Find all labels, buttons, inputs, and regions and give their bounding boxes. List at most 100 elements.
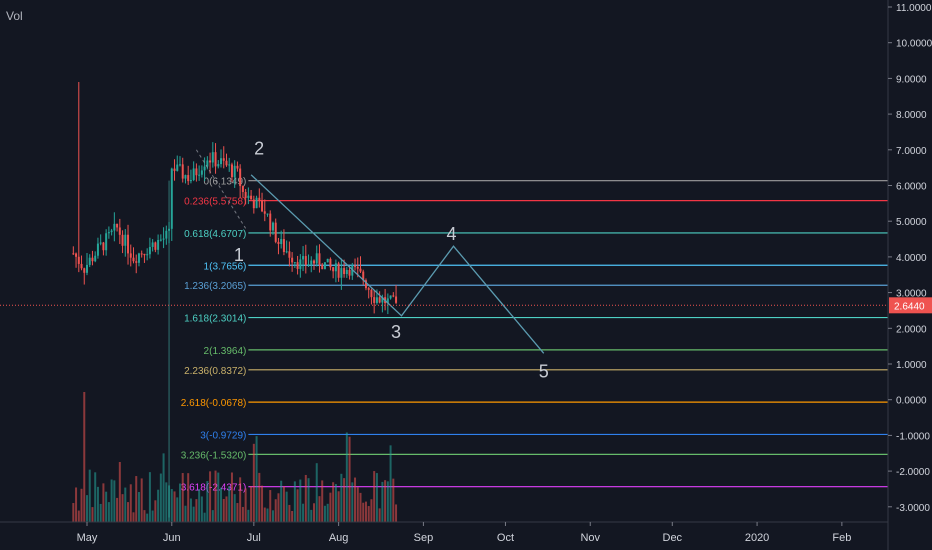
candle-body: [321, 264, 324, 270]
volume-bar: [315, 463, 318, 522]
fibonacci-extension[interactable]: 0(6.1349) 0.236(5.5758) 0.618(4.6707) 1(3.7…: [168, 177, 888, 518]
current-price-label: 2.6440: [894, 301, 925, 312]
elliott-wave-drawing[interactable]: 1 2 3 4 5: [195, 139, 549, 382]
candle-body: [148, 246, 151, 255]
y-tick-label: 6.0000: [896, 182, 927, 193]
candle-body: [72, 253, 75, 255]
candle-body: [88, 257, 91, 265]
candle-body: [198, 174, 201, 176]
candle-body: [375, 297, 378, 303]
volume-bar: [277, 493, 280, 522]
candle-body: [329, 258, 332, 268]
volume-bar: [222, 498, 225, 522]
volume-bar: [129, 484, 132, 522]
candle-body: [200, 170, 203, 175]
candle-body: [233, 165, 236, 178]
fib-level-label: 3.236(-1.5320): [181, 450, 247, 461]
candle-body: [364, 280, 367, 289]
volume-bar: [381, 481, 384, 522]
volume-bar: [220, 487, 223, 522]
wave-path: [250, 174, 545, 354]
volume-bar: [370, 499, 373, 522]
time-axis[interactable]: May Jun Jul Aug Sep Oct Nov Dec 2020 Feb: [0, 521, 888, 544]
volume-bar: [296, 489, 299, 522]
volume-bar: [332, 482, 335, 522]
wave-label-4: 4: [446, 224, 456, 244]
volume-bar: [395, 504, 398, 522]
candle-body: [348, 270, 351, 276]
volume-bar: [329, 492, 332, 522]
candle-body: [222, 158, 225, 161]
volume-bar: [313, 503, 316, 522]
candle-body: [118, 227, 121, 235]
volume-bar: [282, 486, 285, 522]
volume-bar: [148, 472, 151, 522]
volume-bar: [367, 506, 370, 522]
volume-bar: [386, 481, 389, 522]
candle-body: [299, 259, 302, 269]
fib-level-label: 2.236(0.8372): [184, 366, 246, 377]
volume-bar: [392, 478, 395, 522]
volume-bar: [263, 507, 266, 522]
candle-body: [187, 175, 190, 182]
volume-bar: [157, 489, 160, 522]
x-tick-label: Aug: [329, 532, 349, 544]
candle-body: [94, 255, 97, 262]
candle-body: [159, 239, 162, 241]
candle-body: [291, 257, 294, 263]
volume-bar: [378, 508, 381, 522]
y-tick-label: 8.0000: [896, 110, 927, 121]
candle-body: [113, 223, 116, 231]
volume-bar: [373, 471, 376, 522]
volume-bar: [184, 505, 187, 522]
candle-body: [132, 257, 135, 262]
volume-bar: [269, 490, 272, 522]
y-tick-label: 9.0000: [896, 74, 927, 85]
candle-body: [241, 186, 244, 192]
volume-bar: [340, 473, 343, 522]
x-tick-label: Dec: [663, 532, 683, 544]
volume-bar: [252, 443, 255, 522]
y-tick-label: 10.0000: [896, 39, 932, 50]
x-tick-label: Nov: [580, 532, 600, 544]
candle-body: [255, 197, 258, 209]
candle-body: [304, 256, 307, 265]
candle-body: [343, 268, 346, 275]
y-tick-label: -3.0000: [896, 503, 930, 514]
volume-bar: [255, 436, 258, 522]
candle-body: [370, 289, 373, 298]
candle-body: [110, 230, 113, 233]
volume-bar: [239, 477, 242, 522]
fib-level-label: 1(3.7656): [204, 261, 247, 272]
volume-bar: [83, 392, 86, 522]
volume-bar: [318, 496, 321, 522]
candle-body: [165, 230, 168, 239]
candle-body: [269, 213, 272, 231]
volume-bar: [173, 491, 176, 522]
x-tick-label: Sep: [414, 532, 434, 544]
candle-body: [395, 296, 398, 303]
volume-bar: [195, 499, 198, 522]
volume-bar: [159, 473, 162, 522]
fib-level-label: 0(6.1349): [204, 177, 247, 188]
volume-bar: [236, 503, 239, 522]
candle-body: [345, 270, 348, 275]
candle-body: [102, 242, 105, 251]
volume-indicator-label[interactable]: Vol: [6, 9, 23, 23]
wave-label-3: 3: [391, 322, 401, 342]
volume-bar: [146, 513, 149, 522]
candle-body: [288, 251, 291, 258]
volume-bar: [80, 488, 83, 522]
y-tick-label: -2.0000: [896, 467, 930, 478]
y-tick-label: -1.0000: [896, 431, 930, 442]
candle-body: [162, 238, 165, 240]
volume-bar: [274, 499, 277, 522]
candle-body: [258, 197, 261, 201]
volume-bar: [110, 479, 113, 522]
x-tick-label: Oct: [497, 532, 514, 544]
volume-bar: [359, 492, 362, 522]
candle-body: [381, 297, 384, 303]
candle-body: [178, 164, 181, 166]
